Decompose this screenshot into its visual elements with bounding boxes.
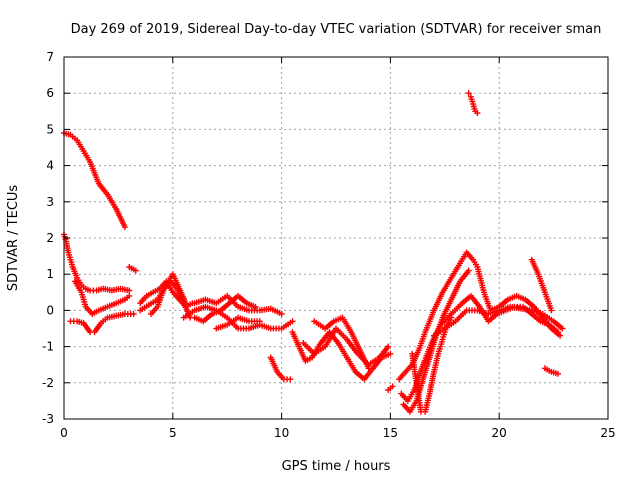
data-point [465, 90, 472, 97]
data-point [385, 343, 392, 350]
x-tick-label: 15 [383, 426, 398, 440]
chart-title: Day 269 of 2019, Sidereal Day-to-day VTE… [71, 22, 602, 37]
data-point [126, 287, 133, 294]
ticks: 0 5 10 15 20 25 -3 -2 -1 0 1 2 3 4 5 6 7 [42, 50, 616, 440]
data-point [289, 318, 296, 325]
y-tick-label: 1 [46, 267, 54, 281]
series-track-5 [126, 264, 139, 274]
y-tick-label: 0 [46, 303, 54, 317]
x-axis-label: GPS time / hours [282, 459, 391, 474]
data-point [121, 224, 128, 231]
series-track-23 [465, 90, 481, 117]
series-track-10 [191, 292, 285, 317]
y-tick-label: 2 [46, 231, 54, 245]
data-point [474, 110, 481, 117]
data-point [132, 267, 139, 274]
series-track-14 [289, 329, 394, 383]
data-point [126, 292, 133, 299]
y-tick-label: 5 [46, 122, 54, 136]
data-point [256, 318, 263, 325]
series-track-12 [213, 314, 263, 332]
y-tick-label: 7 [46, 50, 54, 64]
series-track-4 [71, 278, 133, 317]
data-point [130, 311, 137, 317]
series-track-25 [541, 365, 561, 377]
series-track-22 [430, 303, 566, 339]
series-track-13 [267, 354, 294, 383]
x-tick-label: 25 [600, 426, 615, 440]
x-tick-label: 0 [60, 426, 68, 440]
y-tick-label: 6 [46, 86, 54, 100]
x-tick-label: 20 [492, 426, 507, 440]
series-track-16 [311, 314, 372, 372]
series-track-8 [148, 278, 194, 321]
data-point [287, 376, 294, 383]
y-axis-label: SDTVAR / TECUs [6, 185, 21, 292]
x-tick-label: 5 [169, 426, 177, 440]
series-track-3 [67, 311, 137, 336]
y-tick-label: -2 [42, 376, 54, 390]
y-tick-label: -1 [42, 340, 54, 354]
data-points [61, 90, 566, 415]
data-point [448, 314, 455, 321]
series-track-17 [385, 383, 396, 393]
data-point [252, 303, 259, 310]
series-track-24 [528, 256, 555, 314]
data-point [557, 332, 564, 339]
series-track-1 [61, 130, 128, 231]
y-tick-label: 4 [46, 159, 54, 173]
series-track-9 [180, 303, 296, 332]
grid [64, 57, 608, 419]
data-point [365, 365, 372, 372]
y-tick-label: 3 [46, 195, 54, 209]
x-tick-label: 10 [274, 426, 289, 440]
data-point [278, 311, 285, 317]
series-track-21 [409, 314, 455, 415]
data-point [389, 383, 396, 390]
data-point [387, 350, 394, 357]
data-point [548, 307, 555, 314]
series-track-2 [61, 231, 133, 294]
data-point [559, 325, 566, 332]
series-track-11 [191, 292, 259, 325]
data-point [555, 370, 561, 377]
data-point [465, 267, 472, 274]
data-point [555, 329, 561, 336]
y-tick-label: -3 [42, 412, 54, 426]
